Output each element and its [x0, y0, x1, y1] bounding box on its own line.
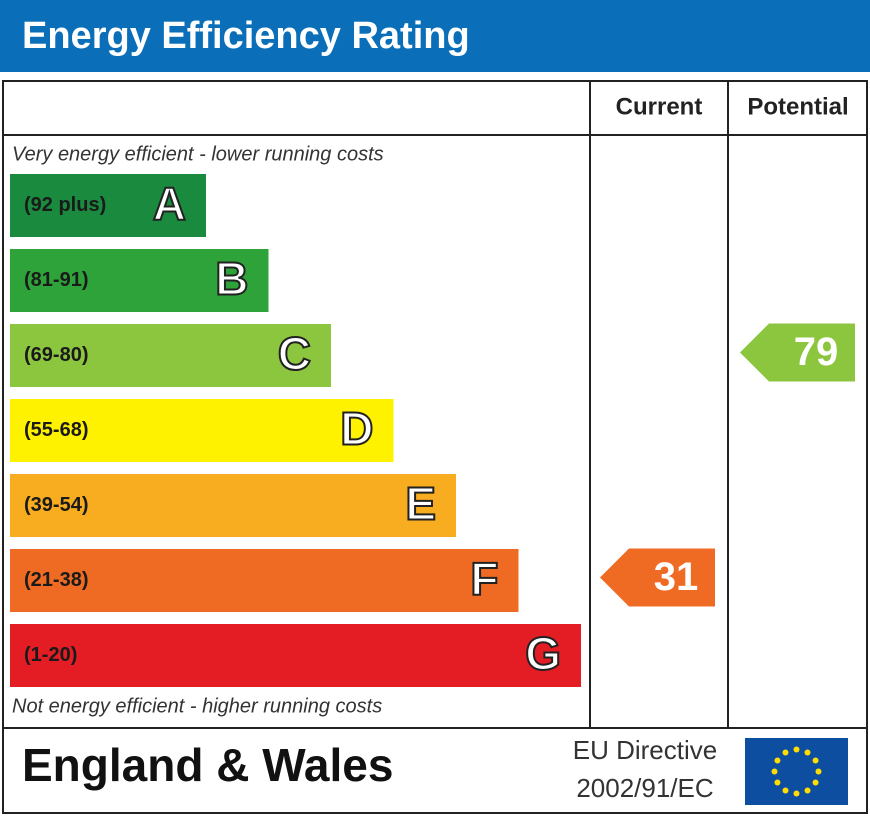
band-range: (55-68) — [24, 419, 88, 441]
eu-star — [793, 790, 800, 797]
directive: 2002/91/EC — [576, 773, 713, 803]
eu-star — [774, 779, 781, 786]
band-letter: C — [278, 328, 311, 380]
eu-star — [771, 768, 778, 775]
eu-star — [815, 768, 822, 775]
band-letter: G — [525, 628, 561, 680]
title-bar — [0, 0, 870, 72]
band-range: (21-38) — [24, 569, 88, 591]
band-range: (1-20) — [24, 644, 77, 666]
rating-value: 79 — [794, 330, 839, 374]
band-letter: A — [153, 178, 186, 230]
band-range: (81-91) — [24, 269, 88, 291]
band-bar — [10, 174, 206, 237]
column-header: Current — [616, 93, 703, 120]
band-letter: E — [405, 478, 436, 530]
band-bar — [10, 324, 331, 387]
band-letter: D — [340, 403, 373, 455]
frame — [2, 80, 868, 814]
eu-star — [782, 787, 789, 794]
band-range: (92 plus) — [24, 194, 106, 216]
column-header: Potential — [747, 93, 848, 120]
rating-value: 31 — [654, 555, 699, 599]
region: England & Wales — [22, 739, 393, 791]
eu-star — [812, 757, 819, 764]
band-letter: F — [470, 553, 498, 605]
eu-star — [804, 749, 811, 756]
band-bar — [10, 249, 269, 312]
eu-star — [812, 779, 819, 786]
eu-star — [804, 787, 811, 794]
band-range: (69-80) — [24, 344, 88, 366]
band-bar — [10, 399, 394, 462]
title: Energy Efficiency Rating — [22, 15, 470, 57]
rating-arrow — [740, 323, 855, 382]
band-bar — [10, 474, 456, 537]
eu-star — [782, 749, 789, 756]
eu-stars — [771, 746, 822, 797]
band-range: (39-54) — [24, 494, 88, 516]
bottom-note: Not energy efficient - higher running co… — [12, 695, 382, 717]
top-note: Very energy efficient - lower running co… — [12, 143, 384, 165]
band-bar — [10, 549, 519, 612]
eu-star — [774, 757, 781, 764]
directive: EU Directive — [573, 735, 717, 765]
rating-arrow — [600, 548, 715, 607]
band-letter: B — [215, 253, 248, 305]
eu-star — [793, 746, 800, 753]
band-bar — [10, 624, 581, 687]
